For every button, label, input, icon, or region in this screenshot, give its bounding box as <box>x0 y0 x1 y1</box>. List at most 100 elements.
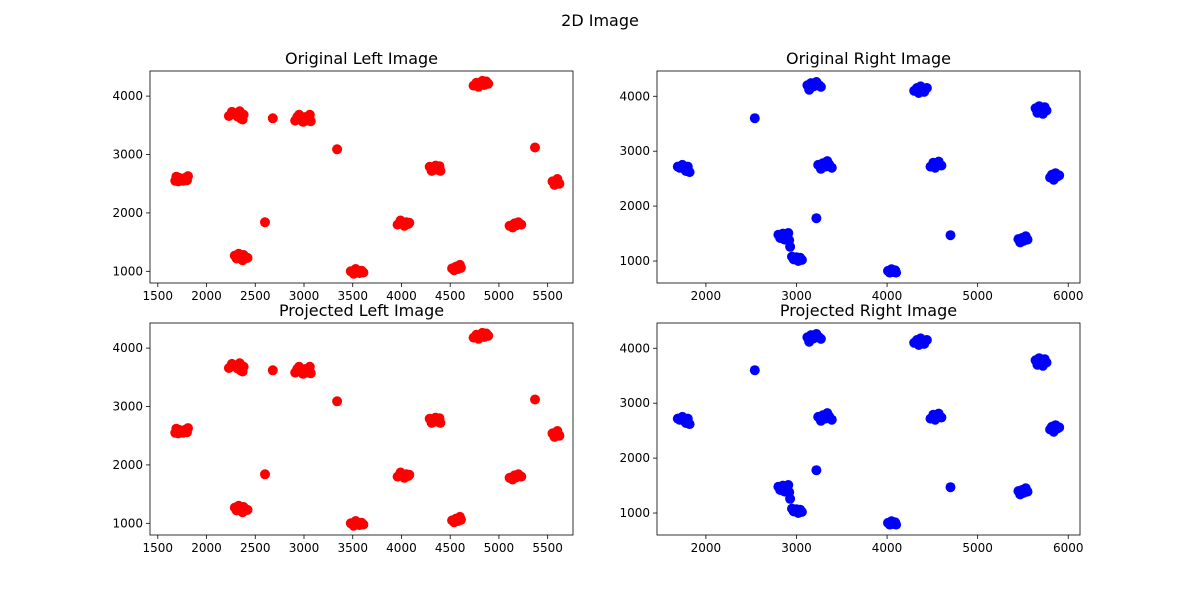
data-point <box>183 171 193 182</box>
data-point <box>267 113 278 124</box>
data-point <box>516 471 527 482</box>
data-point <box>435 417 446 428</box>
x-tick-label: 2500 <box>240 289 271 303</box>
chart-title: Original Left Image <box>285 49 438 68</box>
y-tick-label: 4000 <box>619 89 650 103</box>
data-point <box>796 254 807 265</box>
data-point <box>811 213 822 224</box>
y-tick-label: 3000 <box>619 144 650 158</box>
data-points <box>170 327 565 531</box>
data-point <box>945 482 956 493</box>
chart-title: Projected Left Image <box>279 301 444 320</box>
data-point <box>749 113 760 124</box>
x-tick-label: 4500 <box>435 289 466 303</box>
data-point <box>483 330 494 341</box>
data-point <box>552 426 563 436</box>
y-tick-label: 3000 <box>112 148 143 162</box>
x-tick-label: 3000 <box>781 289 812 303</box>
chart-panel-2: Original Right Image 2000 3000 4000 5000 6000… <box>619 49 1083 303</box>
data-point <box>936 160 947 171</box>
x-tick-label: 6000 <box>1053 289 1084 303</box>
data-point <box>891 267 902 278</box>
x-tick-label: 5000 <box>484 541 515 555</box>
data-point <box>305 116 316 127</box>
x-tick-label: 1500 <box>143 289 174 303</box>
x-tick-label: 5000 <box>962 289 993 303</box>
x-tick-label: 2000 <box>191 541 222 555</box>
data-point <box>945 230 956 241</box>
data-point <box>936 412 947 423</box>
data-point <box>815 333 826 344</box>
data-point <box>921 83 932 93</box>
x-tick-label: 2000 <box>691 541 722 555</box>
y-tick-label: 4000 <box>112 341 143 355</box>
data-point <box>826 414 837 425</box>
data-point <box>435 165 446 176</box>
data-point <box>785 241 796 252</box>
y-tick-label: 3000 <box>619 396 650 410</box>
data-point <box>552 174 563 184</box>
x-tick-label: 3000 <box>289 289 320 303</box>
x-tick-label: 6000 <box>1053 541 1084 555</box>
x-tick-label: 3000 <box>781 541 812 555</box>
x-tick-label: 5500 <box>532 541 563 555</box>
y-tick-label: 4000 <box>112 89 143 103</box>
data-point <box>483 78 494 89</box>
data-point <box>1054 170 1065 181</box>
data-point <box>530 394 540 405</box>
data-points <box>170 75 565 279</box>
data-point <box>242 252 253 263</box>
data-point <box>749 365 760 376</box>
data-point <box>684 419 695 430</box>
x-tick-label: 3000 <box>289 541 320 555</box>
x-tick-label: 3500 <box>337 541 368 555</box>
data-point <box>1022 486 1033 497</box>
data-point <box>811 465 822 476</box>
x-tick-label: 4000 <box>872 541 903 555</box>
data-point <box>358 267 369 278</box>
y-tick-label: 4000 <box>619 341 650 355</box>
chart-panel-4: Projected Right Image 2000 3000 4000 5000 600… <box>619 301 1083 555</box>
x-tick-label: 2500 <box>240 541 271 555</box>
x-tick-label: 5000 <box>962 541 993 555</box>
data-point <box>237 366 248 377</box>
data-point <box>516 219 527 230</box>
chart-panel-1: Original Left Image 1500 2000 2500 3000 3500 4… <box>112 49 574 303</box>
data-point <box>455 262 466 273</box>
data-point <box>242 504 253 515</box>
y-tick-label: 1000 <box>619 254 650 268</box>
x-tick-label: 4500 <box>435 541 466 555</box>
y-tick-label: 1000 <box>619 506 650 520</box>
data-point <box>260 217 270 228</box>
data-point <box>1041 357 1052 368</box>
data-point <box>1054 422 1065 433</box>
data-point <box>267 365 278 376</box>
x-tick-label: 4000 <box>386 541 417 555</box>
chart-panel-3: Projected Left Image 1500 2000 2500 3000 3500… <box>112 301 574 555</box>
data-point <box>1041 105 1052 116</box>
data-point <box>332 144 343 155</box>
data-point <box>530 142 540 153</box>
y-tick-label: 2000 <box>619 199 650 213</box>
data-point <box>785 493 796 504</box>
y-tick-label: 2000 <box>112 458 143 472</box>
x-tick-label: 3500 <box>337 289 368 303</box>
x-tick-label: 2000 <box>191 289 222 303</box>
data-point <box>826 162 837 173</box>
x-tick-label: 5500 <box>532 289 563 303</box>
data-points <box>672 329 1065 530</box>
y-tick-label: 1000 <box>112 264 143 278</box>
data-point <box>815 81 826 92</box>
y-tick-label: 2000 <box>619 451 650 465</box>
y-tick-label: 1000 <box>112 516 143 530</box>
data-point <box>455 514 466 525</box>
data-points <box>672 77 1065 278</box>
y-tick-label: 3000 <box>112 400 143 414</box>
data-point <box>404 469 415 480</box>
data-point <box>921 335 932 345</box>
x-tick-label: 4000 <box>386 289 417 303</box>
figure-title: 2D Image <box>561 11 639 30</box>
x-tick-label: 5000 <box>484 289 515 303</box>
x-tick-label: 2000 <box>691 289 722 303</box>
axes-frame <box>656 322 1081 536</box>
